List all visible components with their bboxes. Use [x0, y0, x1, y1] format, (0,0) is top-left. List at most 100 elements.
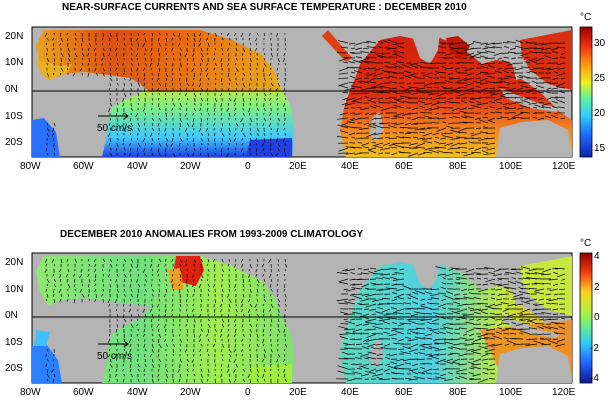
current-vector [116, 62, 120, 67]
current-vector [227, 263, 230, 267]
current-vector [489, 87, 496, 89]
current-vector [130, 288, 133, 292]
current-vector [440, 137, 447, 140]
current-vector [402, 358, 412, 362]
current-vector [519, 297, 531, 300]
current-vector [233, 112, 237, 116]
current-vector [227, 328, 230, 332]
current-vector [263, 92, 267, 97]
current-vector [378, 378, 391, 381]
current-vector [226, 368, 230, 373]
current-vector [406, 131, 419, 134]
current-vector [430, 288, 440, 291]
current-vector [417, 307, 426, 310]
current-vector [186, 62, 189, 66]
current-vector [58, 288, 62, 294]
current-vector [164, 263, 167, 267]
current-vector [437, 117, 447, 120]
current-vector [135, 112, 139, 117]
current-vector [158, 52, 161, 57]
current-vector [557, 67, 566, 70]
current-vector [454, 91, 461, 94]
current-vector [122, 368, 125, 372]
current-vector [451, 311, 461, 315]
current-vector [165, 137, 169, 142]
current-vector [142, 308, 146, 313]
current-vector [213, 57, 216, 61]
current-vector [455, 297, 468, 300]
current-vector [44, 32, 48, 37]
current-vector [338, 77, 349, 80]
current-vector [137, 42, 139, 47]
current-vector [158, 137, 160, 141]
current-vector [495, 111, 503, 114]
current-vector [477, 333, 489, 338]
current-vector [130, 293, 133, 298]
current-vector [456, 136, 468, 139]
current-vector [528, 320, 538, 325]
current-vector [263, 137, 266, 143]
current-vector [408, 348, 419, 353]
current-vector [136, 278, 139, 283]
p2-ytick-20n: 20N [5, 257, 24, 268]
current-vector [136, 293, 139, 298]
current-vector [277, 117, 281, 122]
current-vector [533, 47, 545, 50]
current-vector [59, 72, 62, 76]
current-vector [443, 87, 454, 89]
current-vector [200, 343, 203, 347]
current-vector [352, 295, 363, 300]
current-vector [337, 124, 349, 129]
current-vector [445, 132, 454, 134]
current-vector [345, 288, 356, 292]
current-vector [276, 112, 279, 116]
current-vector [495, 313, 503, 315]
current-vector [462, 121, 475, 124]
sst-colorbar [579, 26, 593, 158]
current-vector [369, 308, 377, 311]
current-vector [130, 122, 133, 127]
current-vector [432, 132, 440, 136]
current-vector [354, 152, 363, 155]
current-vector [284, 263, 288, 268]
current-vector [193, 378, 195, 383]
current-vector [529, 51, 538, 54]
current-vector [108, 353, 111, 358]
current-vector [512, 293, 524, 298]
current-vector [172, 288, 174, 291]
current-vector [207, 32, 210, 36]
current-vector [342, 362, 349, 365]
current-vector [469, 377, 475, 380]
current-vector [387, 365, 398, 370]
current-vector [227, 62, 230, 67]
current-vector [130, 373, 134, 378]
current-vector [130, 313, 133, 317]
current-vector [185, 298, 188, 303]
current-vector [249, 378, 252, 384]
current-vector [339, 281, 349, 285]
current-vector [52, 273, 55, 277]
current-vector [499, 293, 510, 295]
current-vector [368, 147, 377, 151]
current-vector [192, 137, 195, 142]
current-vector [553, 332, 566, 335]
current-vector [165, 378, 167, 382]
panel-2-map: 50 cm/s [31, 252, 593, 384]
current-vector [171, 37, 174, 41]
current-vector [235, 268, 237, 271]
current-vector [536, 333, 545, 336]
current-vector [81, 57, 84, 60]
current-vector [443, 360, 454, 365]
current-vector [186, 122, 190, 127]
current-vector [143, 343, 146, 348]
current-vector [233, 378, 237, 383]
current-vector [373, 268, 384, 273]
current-vector [249, 288, 252, 294]
current-vector [444, 92, 454, 94]
current-vector [413, 146, 426, 149]
current-vector [137, 97, 140, 101]
current-vector [469, 378, 482, 380]
current-vector [538, 318, 545, 321]
current-vector [369, 267, 377, 270]
current-vector [87, 258, 90, 262]
